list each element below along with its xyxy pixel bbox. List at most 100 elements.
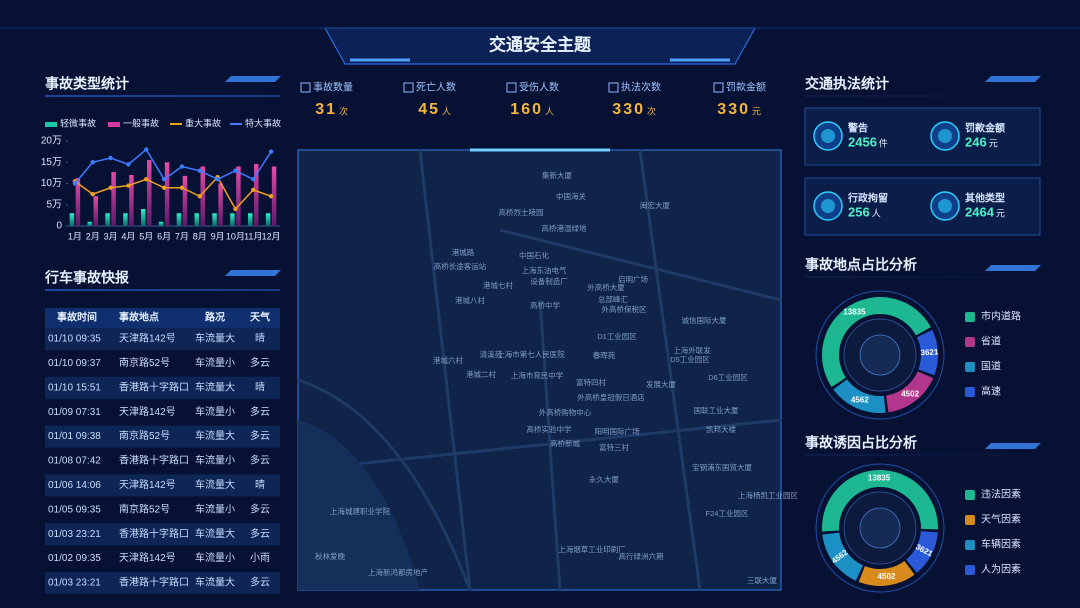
map-label: 诚信国际大厦	[682, 315, 727, 325]
table-cell: 车流量小	[195, 356, 235, 369]
table-cell: 01/10 09:37	[48, 358, 101, 369]
y-tick-label: 20万	[41, 136, 62, 147]
legend-label: 一般事故	[123, 117, 159, 128]
table-row-bg	[45, 376, 280, 399]
donut-segment	[858, 560, 915, 587]
x-tick-label: 9月	[211, 231, 225, 241]
y-tick-label: 10万	[41, 178, 62, 189]
bar	[141, 209, 146, 226]
x-tick-label: 3月	[104, 231, 118, 241]
map-label: 外高桥购物中心	[539, 407, 592, 417]
section-title: 交通执法统计	[805, 76, 889, 92]
point	[251, 187, 256, 193]
kpi-value: 45	[418, 101, 440, 118]
legend-swatch	[965, 312, 975, 322]
bar	[176, 213, 182, 226]
item-label: 警告	[847, 122, 868, 135]
map-label: 外高桥皇冠假日酒店	[577, 392, 645, 402]
map-label: 高桥中学	[530, 300, 560, 310]
map-label: 高桥烈士陵园	[499, 207, 544, 217]
bar	[200, 166, 205, 226]
point	[144, 147, 149, 152]
map-label: 秋林爱晚	[315, 551, 345, 561]
bar	[75, 177, 81, 226]
map-label: D6工业园区	[708, 372, 748, 382]
bar	[87, 221, 92, 226]
bar	[182, 175, 188, 226]
item-icon-core	[821, 199, 835, 213]
table-header-cell: 路况	[205, 311, 225, 324]
donut-segment	[886, 371, 934, 413]
map-label: 启明广场	[618, 274, 648, 284]
map-label: 港城六村	[433, 355, 463, 365]
segment-label: 4502	[878, 572, 896, 581]
map-label: 三联大厦	[747, 575, 777, 585]
point	[197, 168, 202, 173]
legend-swatch	[965, 362, 975, 372]
map-label: 外高桥保税区	[602, 304, 647, 314]
segment-label: 4562	[851, 395, 869, 404]
legend-label: 车辆因素	[981, 538, 1021, 551]
donut-segment	[822, 470, 938, 532]
bar	[271, 166, 277, 226]
table-cell: 01/10 09:35	[48, 334, 101, 345]
section-title: 行车事故快报	[44, 270, 129, 286]
item-label: 行政拘留	[847, 192, 888, 205]
card	[804, 107, 1041, 166]
kpi-unit: 次	[647, 105, 656, 116]
donut-segment	[906, 531, 938, 573]
donut-ring	[815, 290, 945, 420]
kpi-unit: 人	[442, 106, 451, 116]
legend-label: 特大事故	[245, 117, 281, 128]
item-value: 2464	[965, 204, 995, 219]
map-label: 发展大厦	[646, 379, 676, 389]
map-label: 港城二村	[466, 369, 496, 379]
table-cell: 01/10 15:51	[48, 382, 101, 393]
table-cell: 南京路52号	[119, 502, 170, 515]
legend-swatch	[965, 387, 975, 397]
section-title: 事故地点占比分析	[805, 257, 917, 273]
section-title: 事故诱因占比分析	[805, 435, 917, 451]
bar	[254, 163, 259, 226]
map-label: 上海杨凯工业园区	[738, 490, 798, 500]
bar	[93, 196, 98, 226]
bar	[265, 213, 271, 226]
kpi-label: 罚款金额	[726, 81, 766, 94]
section-title: 事故类型统计	[45, 76, 129, 92]
map-label: 永久大厦	[589, 474, 619, 484]
point	[126, 183, 131, 188]
item-icon-core	[938, 199, 952, 213]
point	[126, 162, 131, 167]
map-label: 港城路	[452, 247, 475, 257]
table-cell: 天津路142号	[119, 405, 176, 418]
donut-core	[859, 507, 901, 549]
card	[804, 177, 1041, 236]
map-label: 高桥长途客运站	[434, 261, 487, 271]
table-cell: 车流量小	[195, 551, 235, 564]
bar	[129, 175, 134, 226]
map-label: 宝钢浦东国贸大厦	[692, 462, 752, 472]
item-unit: 人	[872, 208, 881, 218]
table-cell: 多云	[250, 405, 270, 418]
legend-label: 重大事故	[185, 117, 221, 128]
map-label: 中国海关	[556, 191, 586, 201]
kpi-label: 死亡人数	[416, 81, 456, 94]
point	[179, 185, 185, 190]
table-cell: 香港路十字路口	[119, 454, 189, 467]
kpi-value: 31	[315, 101, 337, 118]
legend-label: 人为因素	[981, 563, 1021, 576]
table-cell: 车流量大	[195, 576, 235, 589]
segment-label: 4502	[901, 389, 919, 398]
item-value: 246	[965, 134, 987, 149]
table-cell: 多云	[250, 502, 270, 515]
kpi-icon	[506, 82, 517, 93]
legend-label: 市内道路	[981, 310, 1021, 323]
underlines	[45, 76, 1041, 456]
legend-swatch	[965, 337, 975, 347]
bar	[236, 166, 241, 226]
x-tick-label: 12月	[262, 231, 281, 241]
map-river	[298, 420, 420, 590]
x-tick-label: 2月	[86, 231, 100, 241]
